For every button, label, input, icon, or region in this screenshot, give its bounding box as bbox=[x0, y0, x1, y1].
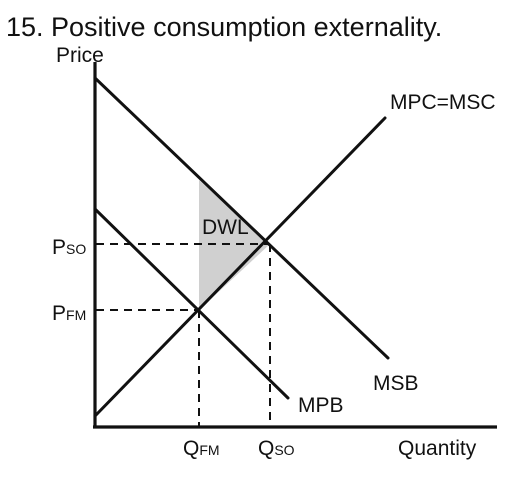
msb-curve bbox=[93, 76, 390, 360]
dwl-area bbox=[199, 180, 270, 310]
mpb-curve bbox=[93, 207, 290, 400]
quantity-so-label: QSO bbox=[258, 437, 295, 460]
supply-curve bbox=[93, 116, 387, 418]
diagram-title: 15. Positive consumption externality. bbox=[6, 12, 442, 42]
price-so-label: PSO bbox=[52, 236, 86, 259]
price-fm-label: PFM bbox=[52, 302, 86, 325]
msb-curve-label: MSB bbox=[373, 372, 419, 395]
dwl-label: DWL bbox=[202, 216, 249, 239]
quantity-fm-label: QFM bbox=[183, 437, 220, 460]
mpb-curve-label: MPB bbox=[298, 394, 344, 417]
y-axis-label: Price bbox=[56, 44, 104, 67]
x-axis-label: Quantity bbox=[398, 437, 477, 460]
supply-curve-label: MPC=MSC bbox=[390, 91, 496, 114]
